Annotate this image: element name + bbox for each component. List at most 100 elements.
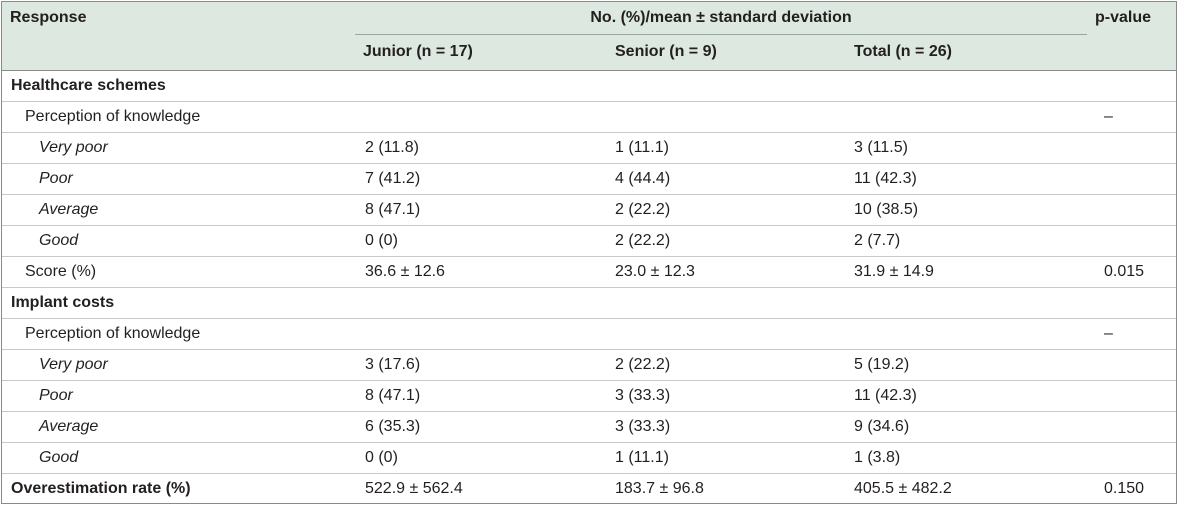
- row-label: Healthcare schemes: [2, 70, 355, 102]
- cell-senior: 2 (22.2): [607, 225, 846, 257]
- cell-spacer: [1000, 132, 1088, 164]
- row-label: Poor: [2, 380, 355, 412]
- cell-pvalue: [1087, 349, 1176, 381]
- table-row: Average 6 (35.3) 3 (33.3) 9 (34.6): [2, 411, 1176, 443]
- table-row: Healthcare schemes: [2, 70, 1176, 102]
- row-label: Average: [2, 411, 355, 443]
- cell-spacer: [1000, 194, 1088, 226]
- cell-senior: [607, 70, 846, 102]
- table-row: Very poor 3 (17.6) 2 (22.2) 5 (19.2): [2, 349, 1176, 381]
- cell-total: [846, 287, 1000, 319]
- cell-junior: 36.6 ± 12.6: [355, 256, 607, 288]
- cell-spacer: [1000, 380, 1088, 412]
- cell-junior: 522.9 ± 562.4: [365, 479, 463, 497]
- cell-spacer: [1000, 473, 1087, 503]
- cell-pvalue: –: [1087, 101, 1176, 133]
- row-label: Very poor: [2, 349, 355, 381]
- table-header: Response No. (%)/mean ± standard deviati…: [2, 2, 1176, 70]
- table-row: Very poor 2 (11.8) 1 (11.1) 3 (11.5): [2, 132, 1176, 164]
- cell-senior: 2 (22.2): [607, 349, 846, 381]
- cell-pvalue: [1087, 163, 1176, 195]
- header-response: Response: [10, 9, 87, 26]
- header-group: No. (%)/mean ± standard deviation: [355, 2, 1088, 35]
- table-row: Overestimation rate (%) 522.9 ± 562.4 183.…: [2, 473, 1176, 503]
- cell-junior: 0 (0): [355, 442, 607, 474]
- cell-senior: 2 (22.2): [607, 194, 846, 226]
- cell-spacer: [1000, 70, 1088, 102]
- cell-pvalue: [1087, 442, 1176, 474]
- cell-pvalue: [1087, 225, 1176, 257]
- cell-senior: [607, 101, 846, 133]
- cell-pvalue: 0.150: [1104, 479, 1145, 497]
- cell-junior: 6 (35.3): [355, 411, 607, 443]
- cell-total: 1 (3.8): [846, 442, 1000, 474]
- row-label: Good: [2, 442, 355, 474]
- cell-total: [846, 318, 1000, 350]
- cell-pvalue: [1087, 70, 1176, 102]
- cell-spacer: [1000, 442, 1088, 474]
- cell-senior: 3 (33.3): [607, 411, 846, 443]
- cell-total: [846, 101, 1000, 133]
- row-label: Good: [2, 225, 355, 257]
- table-row: Perception of knowledge –: [2, 318, 1176, 350]
- cell-total: 2 (7.7): [846, 225, 1000, 257]
- cell-total: 3 (11.5): [846, 132, 1000, 164]
- cell-junior: [355, 287, 607, 319]
- row-label: Perception of knowledge: [2, 101, 355, 133]
- header-senior: Senior (n = 9): [615, 42, 717, 60]
- cell-junior: 7 (41.2): [355, 163, 607, 195]
- table-row: Perception of knowledge –: [2, 101, 1176, 133]
- cell-senior: 3 (33.3): [607, 380, 846, 412]
- table-row: Poor 8 (47.1) 3 (33.3) 11 (42.3): [2, 380, 1176, 412]
- cell-total: [846, 70, 1000, 102]
- cell-pvalue: [1087, 380, 1176, 412]
- table-body: Healthcare schemes Perception of knowledg…: [2, 70, 1176, 503]
- row-label: Perception of knowledge: [2, 318, 355, 350]
- cell-pvalue: [1087, 287, 1176, 319]
- cell-junior: 2 (11.8): [355, 132, 607, 164]
- cell-spacer: [1000, 225, 1088, 257]
- cell-spacer: [1000, 411, 1088, 443]
- cell-total: 31.9 ± 14.9: [846, 256, 1000, 288]
- row-label: Poor: [2, 163, 355, 195]
- table-row: Poor 7 (41.2) 4 (44.4) 11 (42.3): [2, 163, 1176, 195]
- cell-senior: [607, 318, 846, 350]
- cell-pvalue: [1087, 194, 1176, 226]
- cell-total: 5 (19.2): [846, 349, 1000, 381]
- cell-pvalue: –: [1087, 318, 1176, 350]
- cell-pvalue: 0.015: [1087, 256, 1176, 288]
- cell-junior: [355, 70, 607, 102]
- header-junior: Junior (n = 17): [363, 42, 473, 60]
- cell-spacer: [1000, 256, 1088, 288]
- cell-senior: 1 (11.1): [607, 442, 846, 474]
- row-label: Very poor: [2, 132, 355, 164]
- table-row: Score (%) 36.6 ± 12.6 23.0 ± 12.3 31.9 ± 14…: [2, 256, 1176, 288]
- cell-total: 11 (42.3): [846, 163, 1000, 195]
- cell-total: 9 (34.6): [846, 411, 1000, 443]
- cell-spacer: [1000, 287, 1088, 319]
- cell-total: 405.5 ± 482.2: [854, 479, 952, 497]
- cell-total: 10 (38.5): [846, 194, 1000, 226]
- cell-junior: 3 (17.6): [355, 349, 607, 381]
- cell-junior: [355, 101, 607, 133]
- table-row: Good 0 (0) 2 (22.2) 2 (7.7): [2, 225, 1176, 257]
- table-row: Average 8 (47.1) 2 (22.2) 10 (38.5): [2, 194, 1176, 226]
- cell-senior: 1 (11.1): [607, 132, 846, 164]
- cell-spacer: [1000, 318, 1088, 350]
- cell-total: 11 (42.3): [846, 380, 1000, 412]
- header-total: Total (n = 26): [854, 42, 952, 60]
- header-spacer: [1000, 34, 1087, 70]
- row-label: Average: [2, 194, 355, 226]
- cell-pvalue: [1087, 411, 1176, 443]
- cell-spacer: [1000, 349, 1088, 381]
- row-label: Score (%): [2, 256, 355, 288]
- table-row: Implant costs: [2, 287, 1176, 319]
- cell-spacer: [1000, 163, 1088, 195]
- cell-senior: [607, 287, 846, 319]
- cell-junior: 0 (0): [355, 225, 607, 257]
- cell-junior: 8 (47.1): [355, 380, 607, 412]
- cell-junior: 8 (47.1): [355, 194, 607, 226]
- cell-junior: [355, 318, 607, 350]
